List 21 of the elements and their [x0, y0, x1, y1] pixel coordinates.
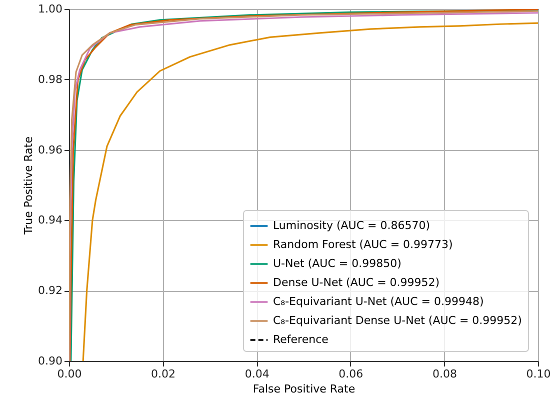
- x-tick-label: 0.04: [244, 368, 270, 380]
- y-tick-label: 0.96: [38, 143, 62, 156]
- y-tick-label: 0.98: [38, 72, 62, 86]
- y-tick-label: 1.00: [38, 2, 62, 16]
- y-tick-label: 0.92: [38, 284, 62, 298]
- x-axis-title: False Positive Rate: [252, 382, 356, 396]
- legend-label: Random Forest (AUC = 0.99773): [273, 238, 453, 251]
- x-tick-label: 0.10: [526, 368, 551, 380]
- legend-label: Luminosity (AUC = 0.86570): [273, 219, 430, 232]
- x-tick-label: 0.02: [151, 368, 176, 380]
- legend-label: U-Net (AUC = 0.99850): [273, 257, 402, 270]
- legend-label: Reference: [273, 333, 329, 346]
- legend-label: C₈-Equivariant Dense U-Net (AUC = 0.99952): [273, 314, 522, 327]
- legend-label: Dense U-Net (AUC = 0.99952): [273, 276, 440, 289]
- y-axis-title: True Positive Rate: [22, 136, 36, 236]
- x-tick-label: 0.06: [338, 368, 364, 380]
- y-tick-label: 0.90: [38, 354, 62, 368]
- y-tick-label: 0.94: [38, 214, 62, 227]
- legend-label: C₈-Equivariant U-Net (AUC = 0.99948): [273, 295, 484, 308]
- x-tick-label: 0.00: [57, 368, 82, 380]
- x-tick-label: 0.08: [432, 368, 457, 380]
